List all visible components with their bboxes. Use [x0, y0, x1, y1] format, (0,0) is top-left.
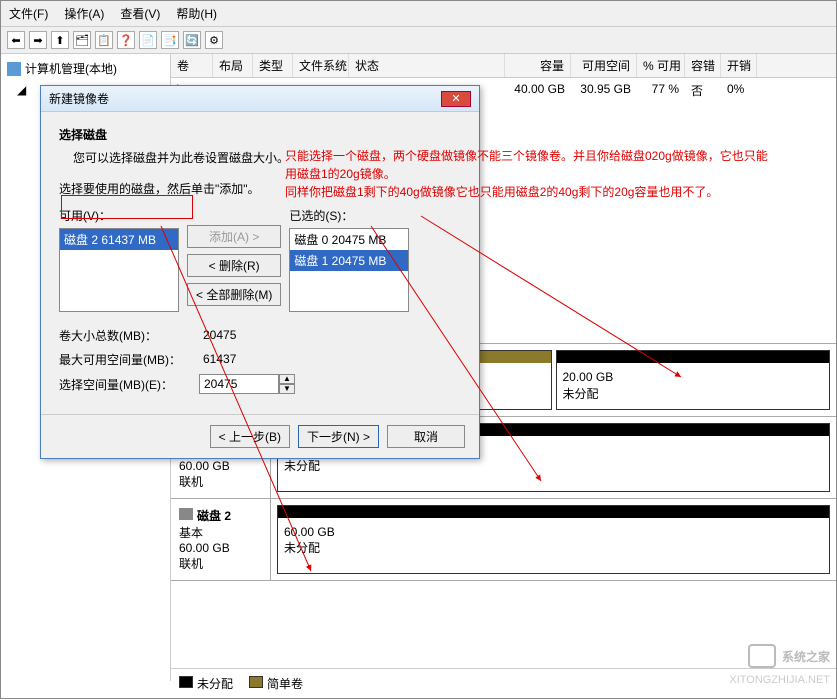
size-max: 61437	[199, 350, 289, 368]
watermark-logo-icon	[748, 644, 776, 668]
upper-unalloc-state: 未分配	[563, 386, 824, 403]
tb-props-icon[interactable]: 📋	[95, 31, 113, 49]
tb-list-icon[interactable]: 📑	[161, 31, 179, 49]
available-item[interactable]: 磁盘 2 61437 MB	[60, 229, 178, 250]
size-spinner[interactable]: ▲▼	[199, 374, 299, 394]
tb-settings-icon[interactable]: ⚙	[205, 31, 223, 49]
selected-label: 已选的(S)：	[289, 207, 409, 224]
col-over[interactable]: 开销	[721, 54, 757, 77]
remove-all-button[interactable]: < 全部删除(M)	[187, 283, 281, 306]
watermark: 系统之家 XITONGZHIJIA.NET	[748, 644, 830, 668]
annotation-text: 只能选择一个磁盘，两个硬盘做镜像不能三个镜像卷。并且你给磁盘020g做镜像，它也…	[285, 147, 835, 201]
upper-unalloc-size: 20.00 GB	[563, 369, 824, 386]
tb-up-icon[interactable]: ⬆	[51, 31, 69, 49]
tb-help-icon[interactable]: ❓	[117, 31, 135, 49]
col-pct[interactable]: % 可用	[637, 54, 685, 77]
close-button[interactable]: ✕	[441, 91, 471, 107]
disk-icon	[179, 508, 193, 520]
col-status[interactable]: 状态	[349, 54, 505, 77]
available-list[interactable]: 磁盘 2 61437 MB	[59, 228, 179, 312]
tree-root-label: 计算机管理(本地)	[25, 60, 117, 77]
tree-root[interactable]: 计算机管理(本地)	[5, 58, 166, 79]
add-button[interactable]: 添加(A) >	[187, 225, 281, 248]
col-type[interactable]: 类型	[253, 54, 293, 77]
tb-back-icon[interactable]: ⬅	[7, 31, 25, 49]
table-header: 卷 布局 类型 文件系统 状态 容量 可用空间 % 可用 容错 开销	[171, 54, 836, 78]
col-fault[interactable]: 容错	[685, 54, 721, 77]
menu-file[interactable]: 文件(F)	[9, 5, 48, 22]
spin-down-icon[interactable]: ▼	[279, 384, 295, 394]
size-total: 20475	[199, 326, 289, 344]
disk-row-2[interactable]: 磁盘 2 基本 60.00 GB 联机 60.00 GB 未分配	[171, 499, 836, 581]
tb-doc-icon[interactable]: 📄	[139, 31, 157, 49]
col-layout[interactable]: 布局	[213, 54, 253, 77]
col-free[interactable]: 可用空间	[571, 54, 637, 77]
menubar: 文件(F) 操作(A) 查看(V) 帮助(H)	[1, 1, 836, 27]
selected-item[interactable]: 磁盘 0 20475 MB	[290, 229, 408, 250]
annotation-box	[61, 195, 193, 219]
tb-refresh-icon[interactable]: 🔄	[183, 31, 201, 49]
remove-button[interactable]: < 删除(R)	[187, 254, 281, 277]
spin-up-icon[interactable]: ▲	[279, 374, 295, 384]
menu-help[interactable]: 帮助(H)	[176, 5, 217, 22]
wizard-dialog: 新建镜像卷 ✕ 选择磁盘 您可以选择磁盘并为此卷设置磁盘大小。 选择要使用的磁盘…	[40, 85, 480, 459]
computer-icon	[7, 62, 21, 76]
back-button[interactable]: < 上一步(B)	[210, 425, 290, 448]
cancel-button[interactable]: 取消	[387, 425, 465, 448]
selected-item[interactable]: 磁盘 1 20475 MB	[290, 250, 408, 271]
selected-list[interactable]: 磁盘 0 20475 MB 磁盘 1 20475 MB	[289, 228, 409, 312]
toolbar: ⬅ ➡ ⬆ 🗂 📋 ❓ 📄 📑 🔄 ⚙	[1, 27, 836, 54]
menu-view[interactable]: 查看(V)	[120, 5, 160, 22]
col-volume[interactable]: 卷	[171, 54, 213, 77]
next-button[interactable]: 下一步(N) >	[298, 425, 379, 448]
dialog-title: 新建镜像卷	[49, 90, 109, 107]
tb-folder-icon[interactable]: 🗂	[73, 31, 91, 49]
menu-action[interactable]: 操作(A)	[64, 5, 104, 22]
disk2-part[interactable]: 60.00 GB 未分配	[277, 505, 830, 574]
col-fs[interactable]: 文件系统	[293, 54, 349, 77]
col-capacity[interactable]: 容量	[505, 54, 571, 77]
section-title: 选择磁盘	[59, 126, 461, 143]
size-input[interactable]	[199, 374, 279, 394]
tb-forward-icon[interactable]: ➡	[29, 31, 47, 49]
